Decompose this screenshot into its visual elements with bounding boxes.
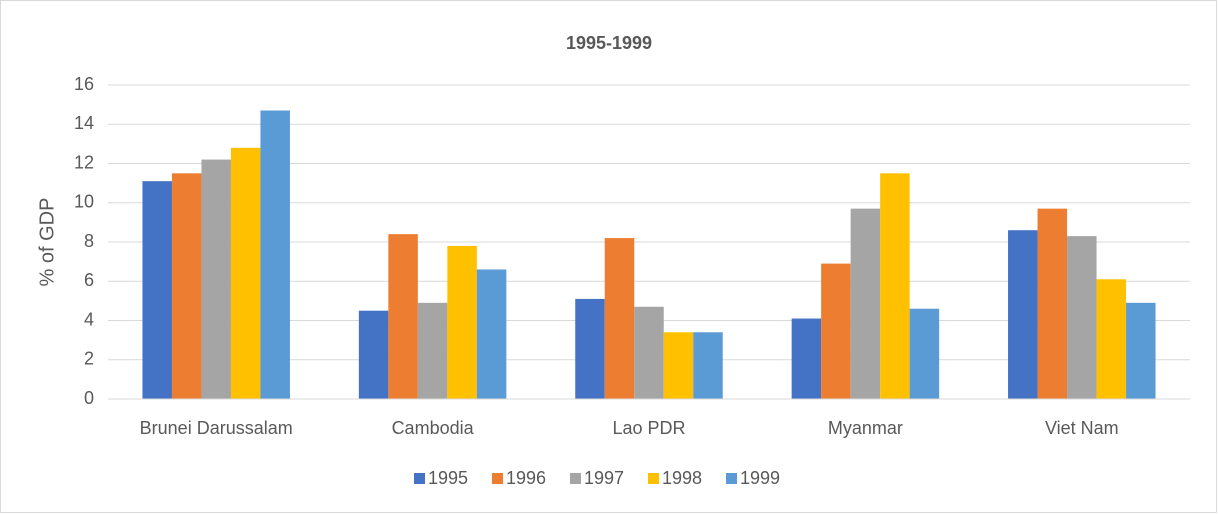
bar (447, 245, 477, 399)
legend-label: 1999 (740, 468, 780, 488)
legend-label: 1995 (428, 468, 468, 488)
legend-swatch (414, 473, 425, 484)
bar (821, 263, 851, 399)
bar (791, 318, 822, 399)
bar (634, 306, 664, 399)
legend-swatch (570, 473, 581, 484)
bar (201, 159, 231, 399)
bar (850, 208, 881, 399)
legend-label: 1998 (662, 468, 702, 488)
bar (880, 173, 910, 399)
bar (909, 308, 940, 399)
bar (476, 269, 507, 399)
bar (604, 238, 635, 399)
bar (358, 310, 389, 399)
y-tick-label: 0 (84, 388, 94, 408)
x-tick-label: Brunei Darussalam (140, 418, 293, 438)
legend-label: 1996 (506, 468, 546, 488)
x-tick-label: Myanmar (828, 418, 903, 438)
x-tick-label: Lao PDR (612, 418, 685, 438)
y-tick-label: 10 (74, 192, 94, 212)
legend-label: 1997 (584, 468, 624, 488)
bar (260, 110, 290, 399)
y-axis-label: % of GDP (36, 198, 58, 287)
bar (388, 234, 418, 399)
bar (171, 173, 202, 399)
y-tick-label: 6 (84, 270, 94, 290)
y-tick-label: 14 (74, 113, 94, 133)
y-tick-label: 12 (74, 152, 94, 172)
chart-title: 1995-1999 (566, 33, 652, 53)
y-tick-label: 8 (84, 231, 94, 251)
y-tick-label: 2 (84, 349, 94, 369)
bar (1008, 230, 1038, 399)
legend-swatch (492, 473, 503, 484)
bar (1126, 302, 1156, 399)
legend-swatch (726, 473, 737, 484)
bar (417, 302, 448, 399)
legend-swatch (648, 473, 659, 484)
bar (1096, 279, 1127, 399)
bar (693, 332, 723, 399)
bar (575, 298, 605, 399)
y-tick-label: 4 (84, 309, 94, 329)
x-tick-label: Cambodia (392, 418, 475, 438)
bar (230, 147, 261, 399)
bar (142, 181, 172, 399)
bar (1037, 208, 1068, 399)
x-tick-label: Viet Nam (1045, 418, 1119, 438)
bar (663, 332, 694, 399)
y-tick-label: 16 (74, 74, 94, 94)
bar (1067, 236, 1097, 399)
